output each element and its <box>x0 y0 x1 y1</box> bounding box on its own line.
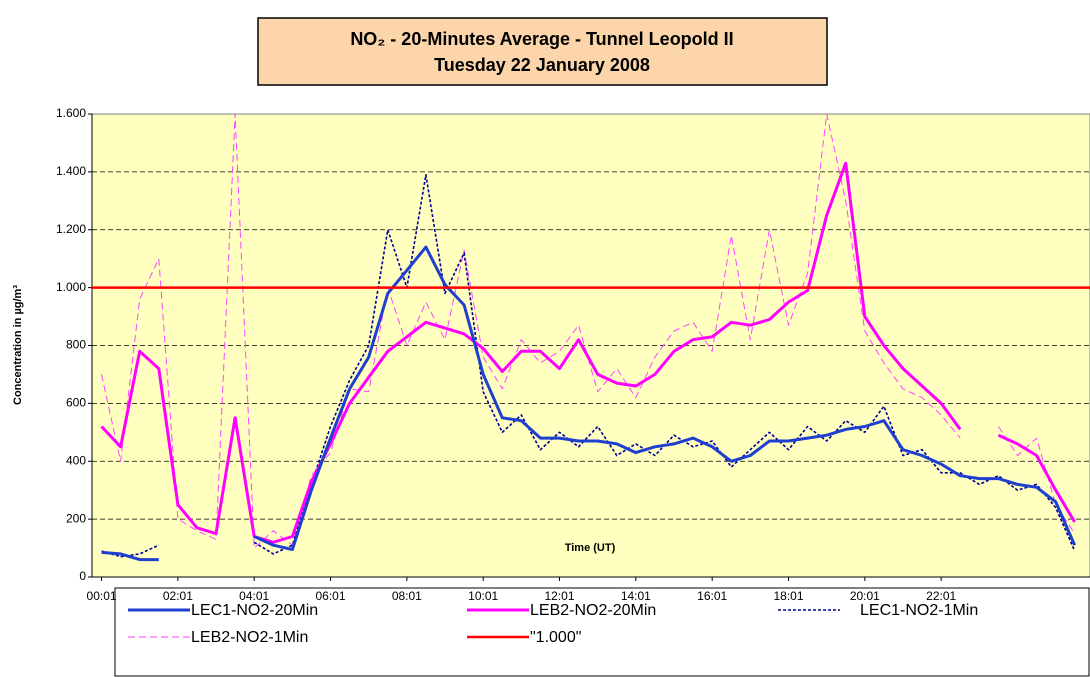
legend-label: LEB2-NO2-20Min <box>530 602 656 619</box>
chart-subtitle: Tuesday 22 January 2008 <box>434 55 650 75</box>
x-tick-label: 16:01 <box>697 589 727 603</box>
x-tick-label: 02:01 <box>163 589 193 603</box>
x-tick-label: 20:01 <box>850 589 880 603</box>
legend-label: "1.000" <box>530 629 581 646</box>
title-box <box>257 17 828 86</box>
y-tick-label: 800 <box>66 338 86 352</box>
chart-title: NO₂ - 20-Minutes Average - Tunnel Leopol… <box>350 29 733 49</box>
y-tick-label: 200 <box>66 511 86 525</box>
y-tick-label: 1.400 <box>56 164 86 178</box>
y-axis-label: Concentration in µg/m³ <box>12 285 24 405</box>
legend-label: LEC1-NO2-1Min <box>860 602 978 619</box>
x-tick-label: 18:01 <box>773 589 803 603</box>
y-tick-label: 600 <box>66 396 86 410</box>
y-tick-label: 1.200 <box>56 222 86 236</box>
x-tick-label: 04:01 <box>239 589 269 603</box>
x-tick-label: 08:01 <box>392 589 422 603</box>
legend-label: LEC1-NO2-20Min <box>191 602 318 619</box>
y-tick-label: 0 <box>79 569 86 583</box>
y-tick-label: 1.600 <box>56 106 86 120</box>
legend-label: LEB2-NO2-1Min <box>191 629 308 646</box>
y-tick-label: 1.000 <box>56 280 86 294</box>
x-axis-label: Time (UT) <box>565 542 616 554</box>
x-tick-label: 00:01 <box>87 589 117 603</box>
series-line <box>100 161 1076 544</box>
x-tick-label: 14:01 <box>621 589 651 603</box>
legend-box <box>114 587 1090 677</box>
x-tick-label: 12:01 <box>544 589 574 603</box>
x-tick-label: 10:01 <box>468 589 498 603</box>
plot-lines <box>92 114 1090 562</box>
series-line <box>101 245 1077 562</box>
x-tick-label: 06:01 <box>316 589 346 603</box>
y-tick-label: 400 <box>66 453 86 467</box>
x-tick-label: 22:01 <box>926 589 956 603</box>
